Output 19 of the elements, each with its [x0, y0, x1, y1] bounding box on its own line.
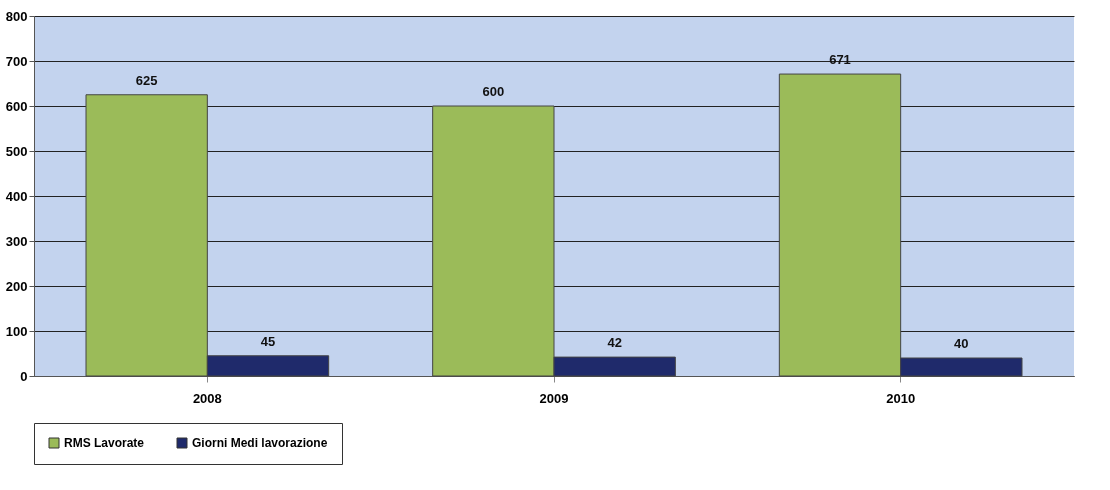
y-tick-label: 100	[5, 323, 28, 339]
x-tick-label: 2008	[192, 390, 222, 406]
y-tick-label: 300	[5, 233, 28, 249]
y-tick-label: 200	[5, 278, 28, 294]
data-label: 45	[260, 333, 276, 349]
data-label: 40	[954, 336, 969, 351]
data-label: 625	[135, 72, 158, 88]
x-tick-label: 2010	[886, 390, 916, 406]
y-tick-label: 600	[5, 98, 28, 114]
y-tick-label: 400	[5, 188, 28, 204]
legend-label: RMS Lavorate	[64, 436, 145, 450]
data-label: 42	[607, 335, 622, 351]
x-tick-label: 2009	[539, 390, 569, 406]
y-tick-label: 500	[5, 143, 28, 159]
y-tick-label: 700	[5, 53, 28, 69]
y-tick-label: 0	[20, 368, 28, 384]
y-tick-label: 800	[5, 8, 28, 24]
legend-label: Giorni Medi lavorazione	[192, 436, 328, 450]
data-label: 600	[482, 84, 505, 99]
